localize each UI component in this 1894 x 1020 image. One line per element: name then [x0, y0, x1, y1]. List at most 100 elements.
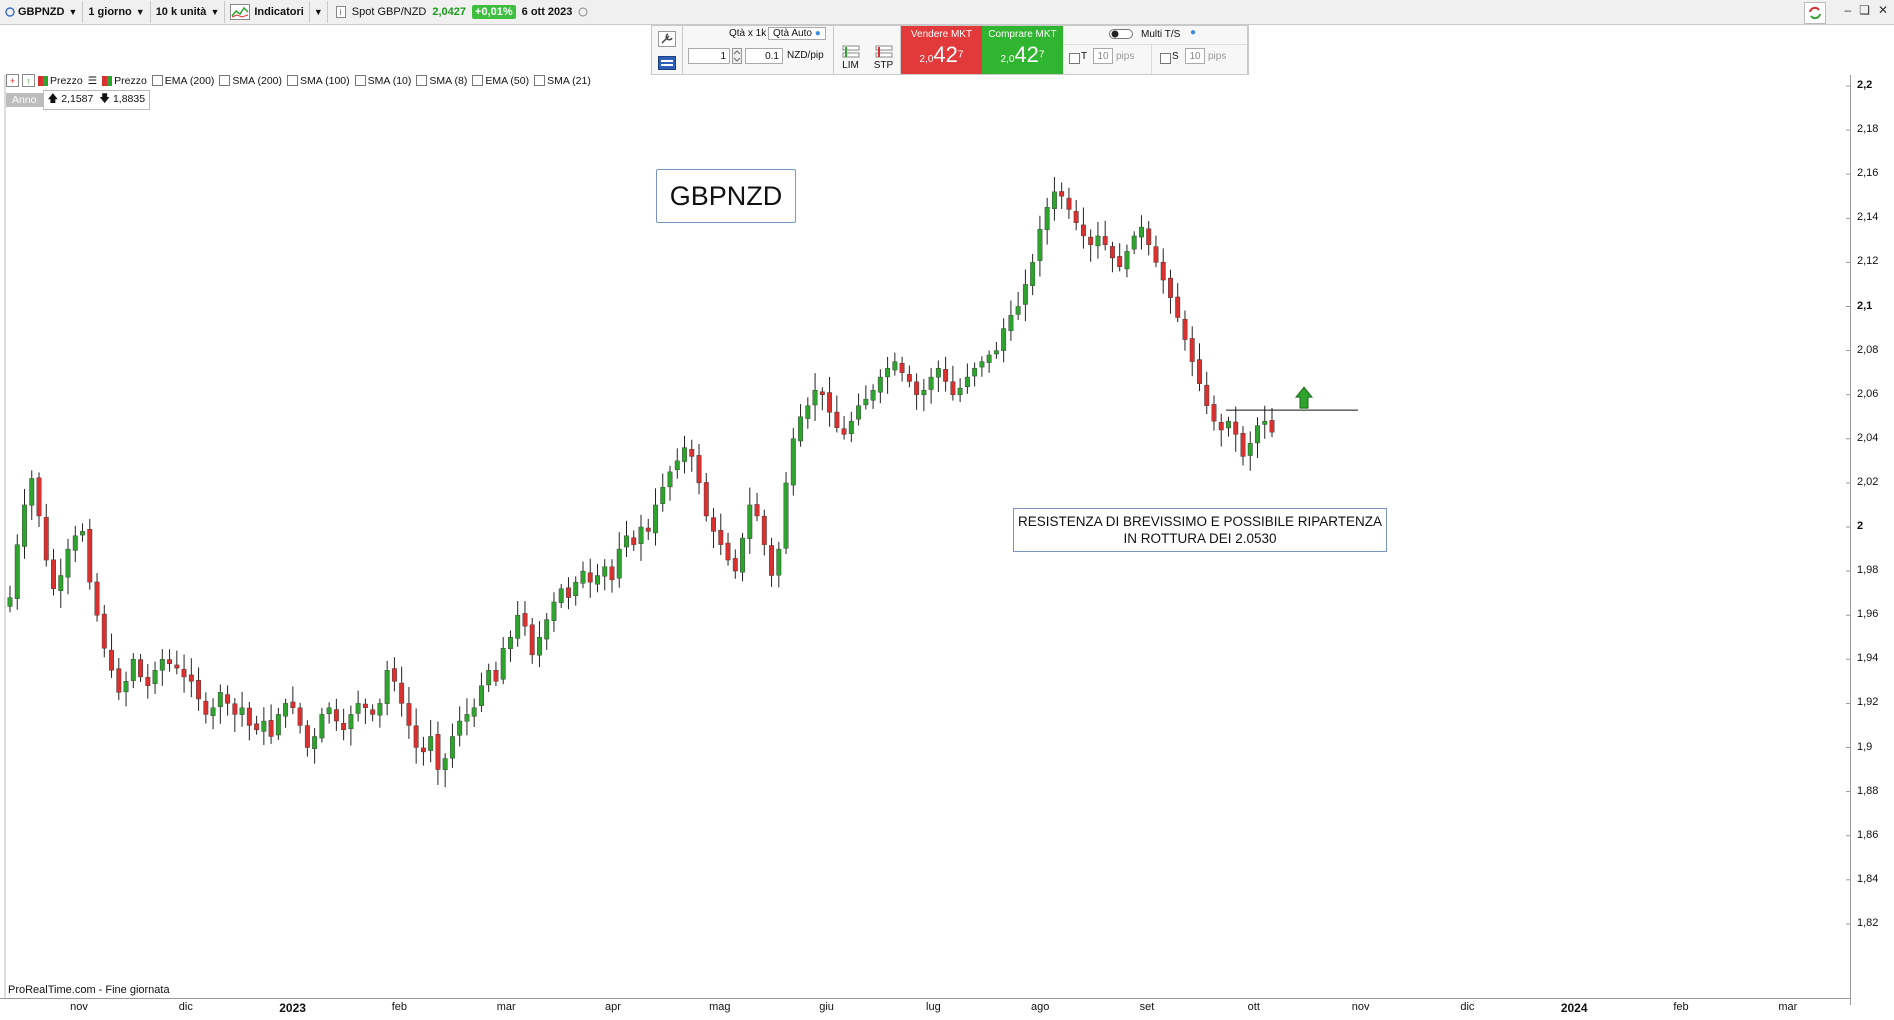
candle: [1102, 220, 1108, 251]
candle: [616, 532, 622, 588]
t-pips-input[interactable]: 10: [1093, 48, 1113, 64]
timeframe-selector[interactable]: 1 giorno ▼: [83, 1, 151, 23]
candle: [1255, 417, 1260, 459]
y-tick-label: 2,14: [1857, 211, 1879, 224]
candle-body: [1146, 228, 1152, 245]
order-panel: Qtà x 1k Qtà Auto ● 1 0.1 NZD/pip LIM ST…: [651, 25, 1249, 75]
buy-market-button[interactable]: Comprare MKT 2,0427: [982, 26, 1063, 74]
range-period-label: Anno: [6, 93, 43, 107]
candle-body: [544, 619, 550, 640]
x-tick-label: nov: [70, 1001, 88, 1013]
candle: [805, 397, 811, 429]
legend-item-sma8[interactable]: SMA (8): [416, 75, 467, 87]
legend-item-sma10[interactable]: SMA (10): [354, 75, 411, 87]
qty-stepper[interactable]: [732, 48, 742, 67]
candle: [682, 435, 687, 474]
sma200-checkbox[interactable]: [219, 75, 231, 86]
candle: [740, 532, 745, 582]
candle: [312, 728, 318, 764]
lim-button[interactable]: LIM: [841, 44, 861, 71]
take-profit-checkbox[interactable]: [1069, 53, 1080, 64]
candle: [1240, 426, 1246, 466]
candle: [769, 537, 775, 587]
candle: [1211, 395, 1217, 431]
candle: [1153, 235, 1159, 268]
candle: [43, 503, 49, 567]
s-pips-input[interactable]: 10: [1185, 48, 1205, 64]
stp-button[interactable]: STP: [874, 44, 894, 71]
sma21-checkbox[interactable]: [534, 75, 546, 86]
indicators-button[interactable]: Indicatori: [225, 1, 310, 23]
candle-body: [203, 700, 209, 715]
qty-auto-button[interactable]: Qtà Auto ●: [768, 27, 826, 40]
wrench-icon[interactable]: [658, 30, 676, 47]
sma100-checkbox[interactable]: [287, 75, 299, 86]
legend-item-sma100[interactable]: SMA (100): [287, 75, 350, 87]
candle-body: [138, 659, 144, 678]
add-indicator-icon[interactable]: +: [6, 74, 19, 87]
candle-body: [174, 664, 180, 669]
candle-body: [899, 362, 905, 373]
buy-price-sup: 7: [1038, 49, 1045, 61]
legend-item-price[interactable]: Prezzo: [38, 75, 83, 87]
ema200-checkbox[interactable]: [151, 75, 163, 86]
chart-title-annotation[interactable]: GBPNZD: [656, 169, 796, 223]
minimize-icon[interactable]: –: [1844, 3, 1852, 17]
multi-ts-toggle[interactable]: [1109, 29, 1133, 42]
candle: [471, 698, 477, 727]
candle: [899, 356, 905, 382]
legend-item-ema200[interactable]: EMA (200): [151, 75, 214, 87]
candle-body: [101, 613, 107, 649]
time-axis[interactable]: nov dic 2023 feb mar apr mag giu lug ago set ott nov…: [0, 998, 1850, 1020]
sma8-checkbox[interactable]: [416, 75, 428, 86]
candle: [87, 518, 93, 590]
sma10-checkbox[interactable]: [354, 75, 366, 86]
candle: [776, 541, 782, 588]
y-tick-label: 1,86: [1857, 828, 1879, 841]
legend-item-list[interactable]: ☰: [88, 75, 97, 87]
candle: [892, 352, 898, 376]
candle: [1109, 241, 1115, 273]
stop-loss-checkbox[interactable]: [1160, 53, 1171, 64]
candle-body: [609, 566, 615, 581]
info-icon[interactable]: i: [335, 6, 346, 18]
candle-body: [943, 369, 949, 382]
pip-value-input[interactable]: 0.1: [745, 48, 783, 64]
symbol-selector[interactable]: GBPNZD ▼: [0, 1, 84, 23]
candle: [1197, 343, 1202, 392]
refresh-button[interactable]: [1804, 2, 1826, 24]
units-selector[interactable]: 10 k unità ▼: [151, 1, 226, 23]
spot-price: 2,0427: [432, 6, 467, 18]
keyboard-icon[interactable]: [658, 55, 676, 70]
sell-market-button[interactable]: Vendere MKT 2,0427: [901, 26, 982, 74]
y-tick-label: 1,84: [1857, 872, 1879, 885]
price-axis[interactable]: 2,2 2,18 2,16 2,14 2,12 2,1 2,08 2,06 2,04 2,02 2 1…: [1850, 75, 1894, 1005]
close-icon[interactable]: ✕: [1877, 3, 1888, 17]
ema50-checkbox[interactable]: [472, 75, 484, 86]
candle-body: [1240, 433, 1246, 457]
candle-body: [377, 703, 383, 716]
legend-item-price-2[interactable]: Prezzo: [102, 75, 147, 87]
price-chart[interactable]: [0, 75, 1850, 998]
candle: [406, 687, 412, 739]
candle-body: [812, 390, 818, 406]
legend-item-ema50[interactable]: EMA (50): [472, 75, 529, 87]
up-arrow-icon[interactable]: ↑: [22, 74, 35, 87]
candle-body: [1262, 420, 1268, 425]
candle-body: [1131, 235, 1137, 250]
candle-body: [428, 736, 434, 751]
y-tick-label: 2,16: [1857, 167, 1879, 180]
legend-item-sma200[interactable]: SMA (200): [219, 75, 282, 87]
candle-body: [14, 544, 20, 599]
restore-icon[interactable]: ❏: [1859, 3, 1870, 17]
resistance-note-annotation[interactable]: RESISTENZA DI BREVISSIMO E POSSIBILE RIP…: [1013, 508, 1387, 552]
qty-input[interactable]: 1: [688, 48, 730, 64]
candle-body: [1022, 284, 1028, 305]
candle: [145, 663, 151, 699]
candle: [689, 439, 695, 472]
indicators-dropdown[interactable]: ▼: [310, 1, 328, 23]
lim-label: LIM: [842, 60, 859, 71]
candle: [1095, 221, 1101, 259]
legend-item-sma21[interactable]: SMA (21): [534, 75, 591, 87]
pip-unit: NZD/pip: [787, 50, 824, 61]
